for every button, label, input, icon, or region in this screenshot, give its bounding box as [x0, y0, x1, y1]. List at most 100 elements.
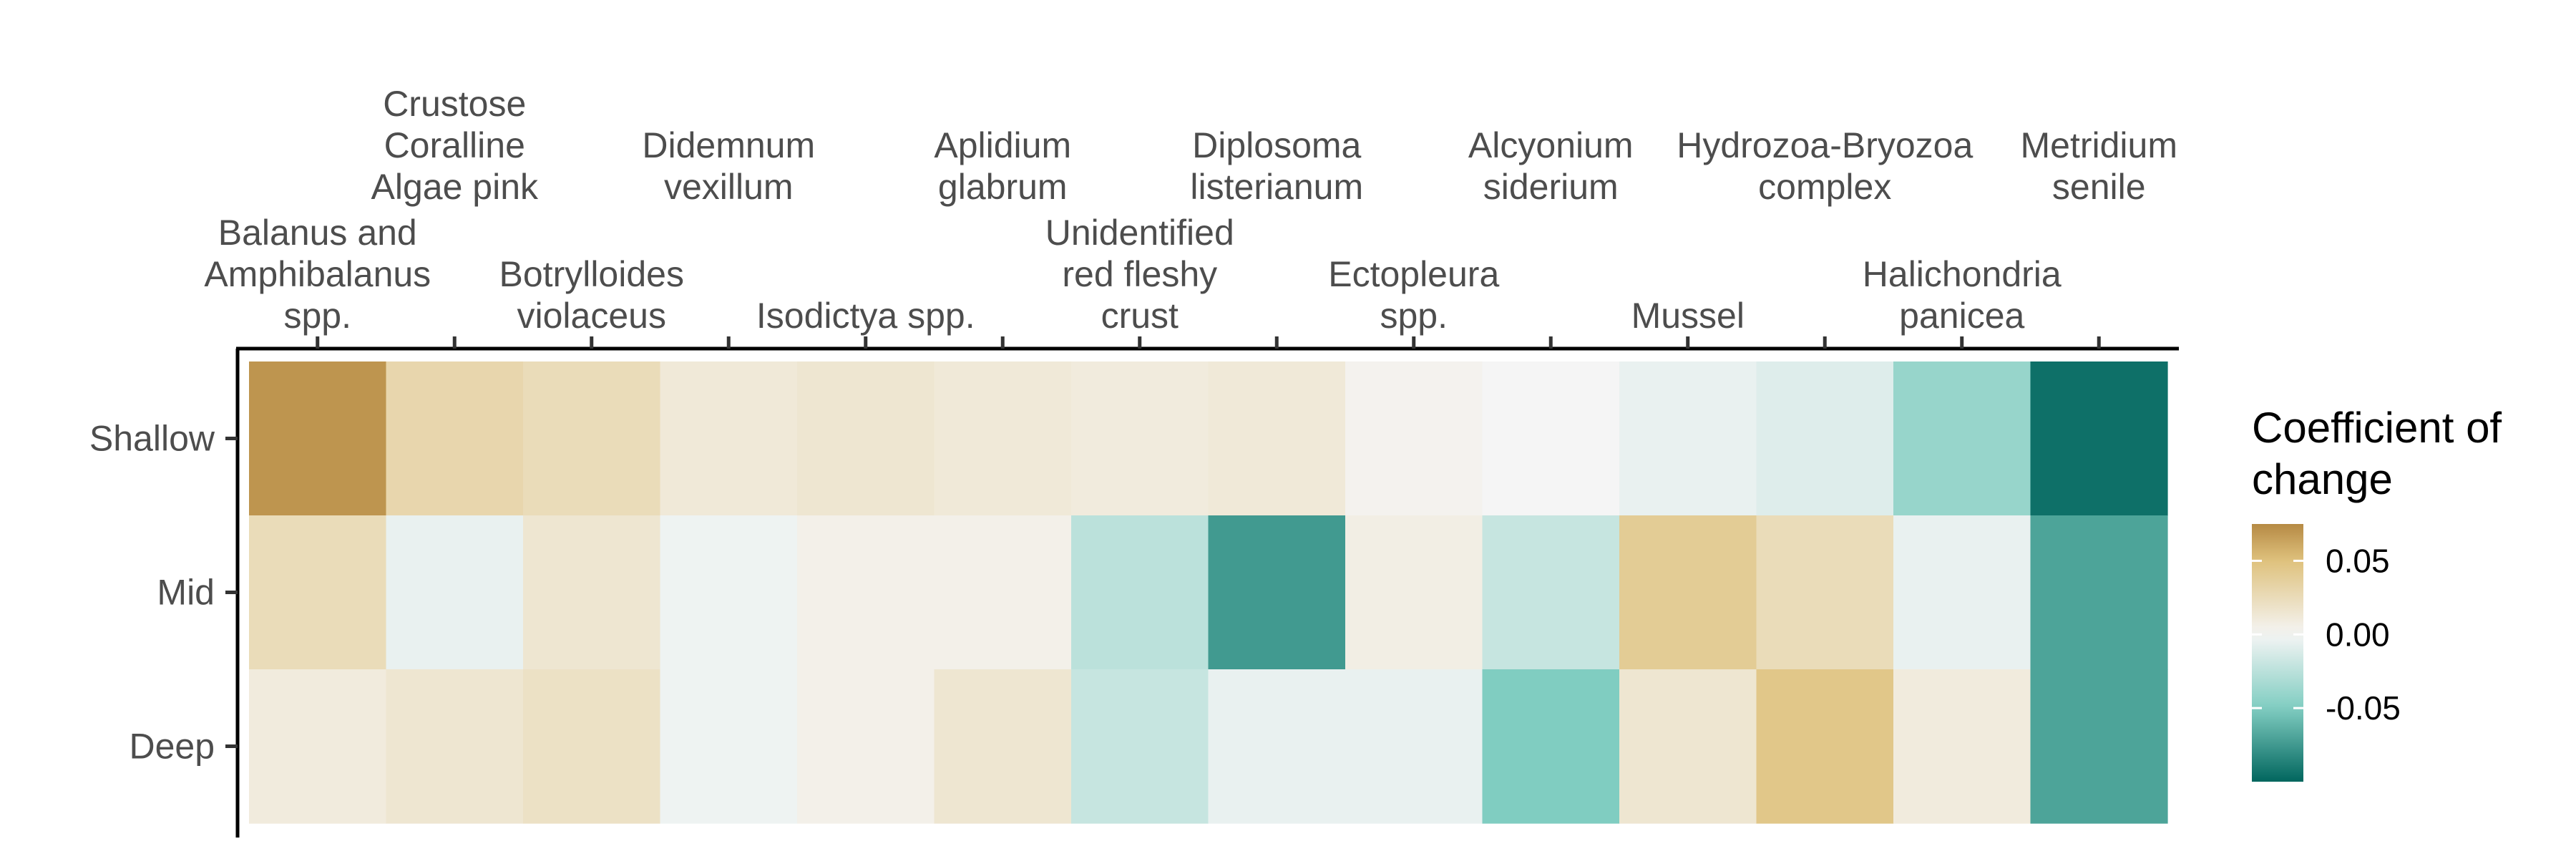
heatmap-cell — [523, 361, 661, 516]
x-tick-label-line: vexillum — [664, 167, 794, 207]
heatmap-cell — [797, 361, 935, 516]
x-tick-label-line: Coralline — [384, 125, 525, 165]
x-tick-label-line: siderium — [1483, 167, 1619, 207]
heatmap-cell — [1345, 515, 1483, 670]
x-tick-label: Balanus and Amphibalanus spp. — [204, 213, 431, 336]
heatmap-cells — [249, 361, 2168, 824]
y-axis-labels: Shallow Mid Deep — [89, 419, 215, 767]
heatmap-cell — [1482, 669, 1620, 824]
heatmap-cell — [1482, 361, 1620, 516]
legend-title: Coefficient of — [2252, 404, 2502, 452]
x-tick-label-line: senile — [2052, 167, 2146, 207]
heatmap-cell — [1756, 361, 1894, 516]
heatmap-cell — [2030, 361, 2168, 516]
x-tick-label-line: Botrylloides — [499, 254, 684, 294]
y-tick-label: Deep — [129, 727, 215, 767]
heatmap-cell — [660, 669, 798, 824]
heatmap-cell — [523, 669, 661, 824]
heatmap-cell — [2030, 515, 2168, 670]
x-tick-label-line: listerianum — [1190, 167, 1363, 207]
x-tick-label-line: Algae pink — [371, 167, 539, 207]
heatmap-cell — [1208, 669, 1346, 824]
heatmap-cell — [1071, 361, 1209, 516]
heatmap-cell — [1619, 515, 1757, 670]
x-tick-label-line: Aplidium — [934, 125, 1071, 165]
heatmap-cell — [1345, 669, 1483, 824]
x-tick-label: Ectopleura spp. — [1328, 254, 1499, 336]
heatmap-cell — [249, 669, 387, 824]
heatmap-cell — [249, 361, 387, 516]
heatmap-cell — [1756, 515, 1894, 670]
heatmap-cell — [1208, 515, 1346, 670]
x-tick-label-line: spp. — [283, 296, 351, 336]
x-tick-label-line: Hydrozoa-Bryozoa — [1677, 125, 1973, 165]
heatmap-cell — [934, 361, 1072, 516]
colorbar-label: 0.05 — [2326, 542, 2390, 579]
x-tick-label: Aplidium glabrum — [934, 125, 1071, 207]
x-tick-label-line: Metridium — [2021, 125, 2177, 165]
x-tick-label: Mussel — [1631, 296, 1745, 336]
x-tick-label-line: Unidentified — [1045, 213, 1234, 253]
x-axis-labels: Balanus and Amphibalanus spp.Crustose Coral… — [204, 84, 2177, 336]
heatmap-cell — [386, 361, 524, 516]
heatmap-cell — [1756, 669, 1894, 824]
heatmap-cell — [386, 515, 524, 670]
heatmap-cell — [1893, 669, 2031, 824]
heatmap-cell — [386, 669, 524, 824]
x-tick-label-line: spp. — [1380, 296, 1448, 336]
x-tick-label: Isodictya spp. — [756, 296, 975, 336]
x-tick-label: Alcyonium siderium — [1468, 125, 1634, 207]
heatmap-cell — [249, 515, 387, 670]
x-tick-label-line: Alcyonium — [1468, 125, 1634, 165]
axes — [225, 336, 2179, 838]
x-tick-label-line: Isodictya spp. — [756, 296, 975, 336]
heatmap-cell — [797, 515, 935, 670]
x-tick-label-line: Mussel — [1631, 296, 1745, 336]
x-tick-label: Crustose Coralline Algae pink — [371, 84, 539, 207]
x-tick-label-line: panicea — [1899, 296, 2024, 336]
colorbar — [2252, 524, 2303, 782]
colorbar-label: -0.05 — [2326, 689, 2401, 727]
x-tick-label: Didemnum vexillum — [642, 125, 815, 207]
heatmap-cell — [1208, 361, 1346, 516]
heatmap-cell — [1619, 361, 1757, 516]
heatmap-cell — [934, 669, 1072, 824]
heatmap-cell — [1071, 515, 1209, 670]
colorbar-label: 0.00 — [2326, 616, 2390, 653]
x-tick-label: Unidentified red fleshy crust — [1045, 213, 1234, 336]
heatmap-cell — [1345, 361, 1483, 516]
y-tick-label: Shallow — [89, 419, 215, 459]
x-tick-label-line: Balanus and — [218, 213, 417, 253]
x-tick-label-line: Halichondria — [1863, 254, 2062, 294]
heatmap-cell — [2030, 669, 2168, 824]
heatmap-cell — [797, 669, 935, 824]
heatmap-cell — [1619, 669, 1757, 824]
x-tick-label-line: Amphibalanus — [204, 254, 431, 294]
heatmap-cell — [1482, 515, 1620, 670]
legend-title: change — [2252, 455, 2393, 503]
heatmap-cell — [660, 361, 798, 516]
heatmap-cell — [523, 515, 661, 670]
x-tick-label-line: Didemnum — [642, 125, 815, 165]
x-tick-label-line: Ectopleura — [1328, 254, 1499, 294]
x-tick-label: Metridium senile — [2021, 125, 2177, 207]
heatmap-cell — [934, 515, 1072, 670]
x-tick-label-line: crust — [1101, 296, 1179, 336]
x-tick-label-line: Crustose — [383, 84, 526, 124]
heatmap-cell — [1893, 515, 2031, 670]
x-tick-label-line: red fleshy — [1062, 254, 1217, 294]
x-tick-label: Hydrozoa-Bryozoa complex — [1677, 125, 1973, 207]
x-tick-label-line: complex — [1758, 167, 1891, 207]
x-tick-label: Diplosoma listerianum — [1190, 125, 1363, 207]
heatmap-cell — [1893, 361, 2031, 516]
x-tick-label-line: Diplosoma — [1192, 125, 1361, 165]
x-tick-label: Halichondria panicea — [1863, 254, 2062, 336]
heatmap-cell — [1071, 669, 1209, 824]
x-tick-label-line: violaceus — [517, 296, 666, 336]
heatmap-cell — [660, 515, 798, 670]
x-tick-label-line: glabrum — [938, 167, 1068, 207]
y-tick-label: Mid — [157, 573, 215, 613]
x-tick-label: Botrylloides violaceus — [499, 254, 684, 336]
